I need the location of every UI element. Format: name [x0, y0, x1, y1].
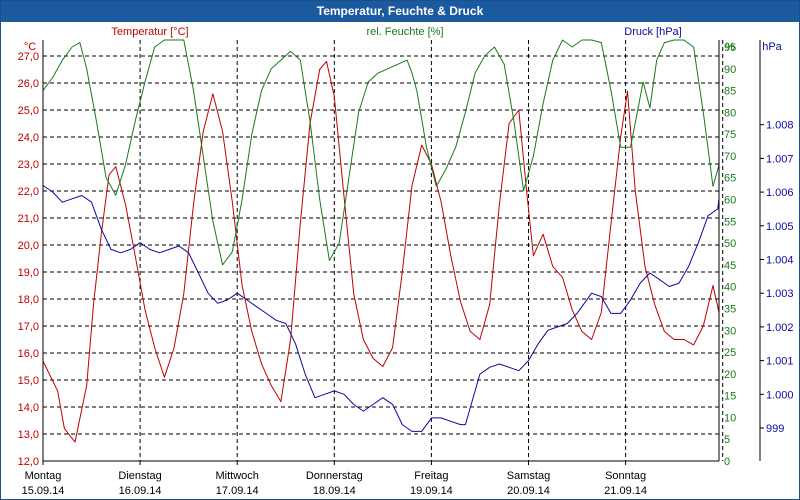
temperature-tick-label: 22,0 — [18, 186, 39, 198]
pressure-tick-label: 1.006 — [766, 187, 794, 199]
temperature-tick-label: 23,0 — [18, 159, 39, 171]
x-tick-day-label: Mittwoch — [215, 470, 258, 482]
pressure-tick-label: 1.005 — [766, 221, 794, 233]
humidity-tick-label: 45 — [724, 260, 736, 272]
x-tick-day-label: Sonntag — [605, 470, 646, 482]
temperature-tick-label: 18,0 — [18, 294, 39, 306]
x-tick-date-label: 17.09.14 — [216, 485, 259, 497]
humidity-tick-label: 35 — [724, 303, 736, 315]
x-tick-date-label: 18.09.14 — [313, 485, 356, 497]
humidity-tick-label: 80 — [724, 107, 736, 119]
humidity-axis-title: rel. Feuchte [%] — [366, 26, 443, 38]
humidity-unit-label: % — [725, 41, 735, 53]
humidity-tick-label: 60 — [724, 195, 736, 207]
x-tick-date-label: 19.09.14 — [410, 485, 453, 497]
temperature-tick-label: 26,0 — [18, 78, 39, 90]
pressure-tick-label: 1.000 — [766, 389, 794, 401]
temperature-tick-label: 14,0 — [18, 402, 39, 414]
humidity-tick-label: 75 — [724, 129, 736, 141]
x-tick-date-label: 16.09.14 — [119, 485, 162, 497]
humidity-tick-label: 90 — [724, 64, 736, 76]
humidity-tick-label: 15 — [724, 391, 736, 403]
temperature-tick-label: 15,0 — [18, 375, 39, 387]
temperature-tick-label: 17,0 — [18, 321, 39, 333]
pressure-tick-label: 999 — [766, 423, 784, 435]
pressure-unit-label: hPa — [762, 41, 782, 53]
series-line-humidity — [42, 39, 720, 266]
pressure-tick-label: 1.004 — [766, 255, 794, 267]
temperature-axis-title: Temperatur [°C] — [111, 26, 188, 38]
humidity-tick-label: 85 — [724, 86, 736, 98]
humidity-tick-label: 20 — [724, 369, 736, 381]
x-tick-day-label: Donnerstag — [306, 470, 363, 482]
humidity-tick-label: 95 — [724, 42, 736, 54]
x-tick-day-label: Samstag — [507, 470, 550, 482]
series-line-temperature — [42, 60, 720, 443]
humidity-tick-label: 0 — [724, 456, 730, 468]
pressure-tick-label: 1.007 — [766, 153, 794, 165]
x-tick-day-label: Freitag — [414, 470, 448, 482]
temperature-tick-label: 20,0 — [18, 240, 39, 252]
x-tick-date-label: 20.09.14 — [507, 485, 550, 497]
temperature-tick-label: 19,0 — [18, 267, 39, 279]
x-tick-day-label: Dienstag — [118, 470, 161, 482]
pressure-tick-label: 1.008 — [766, 120, 794, 132]
humidity-tick-label: 70 — [724, 151, 736, 163]
x-tick-date-label: 21.09.14 — [604, 485, 647, 497]
temperature-tick-label: 25,0 — [18, 105, 39, 117]
chart-title: Temperatur, Feuchte & Druck — [1, 1, 799, 22]
humidity-tick-label: 40 — [724, 282, 736, 294]
pressure-axis-title: Druck [hPa] — [624, 26, 681, 38]
humidity-tick-label: 50 — [724, 238, 736, 250]
pressure-tick-label: 1.003 — [766, 288, 794, 300]
pressure-tick-label: 1.002 — [766, 322, 794, 334]
humidity-tick-label: 55 — [724, 216, 736, 228]
series-line-pressure — [42, 114, 720, 432]
pressure-tick-label: 1.001 — [766, 356, 794, 368]
temperature-tick-label: 24,0 — [18, 132, 39, 144]
humidity-tick-label: 10 — [724, 412, 736, 424]
temperature-unit-label: °C — [24, 41, 36, 53]
humidity-tick-label: 5 — [724, 434, 730, 446]
temperature-tick-label: 21,0 — [18, 213, 39, 225]
x-tick-day-label: Montag — [25, 470, 62, 482]
x-tick-date-label: 15.09.14 — [22, 485, 65, 497]
temperature-tick-label: 16,0 — [18, 348, 39, 360]
temperature-tick-label: 13,0 — [18, 429, 39, 441]
temperature-tick-label: 27,0 — [18, 51, 39, 63]
temperature-tick-label: 12,0 — [18, 456, 39, 468]
humidity-tick-label: 65 — [724, 173, 736, 185]
humidity-tick-label: 30 — [724, 325, 736, 337]
humidity-tick-label: 25 — [724, 347, 736, 359]
